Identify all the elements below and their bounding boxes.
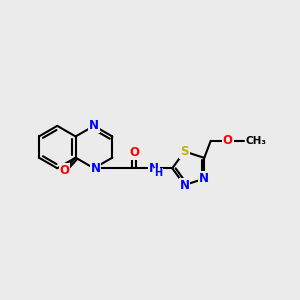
Text: N: N [89, 119, 99, 132]
Text: N: N [199, 172, 209, 185]
Text: N: N [90, 162, 100, 175]
Text: O: O [129, 146, 139, 159]
Text: N: N [179, 178, 190, 192]
Text: O: O [223, 134, 233, 147]
Text: N: N [149, 162, 159, 175]
Text: CH₃: CH₃ [245, 136, 266, 146]
Text: S: S [180, 145, 189, 158]
Text: O: O [59, 164, 69, 176]
Text: H: H [154, 168, 162, 178]
